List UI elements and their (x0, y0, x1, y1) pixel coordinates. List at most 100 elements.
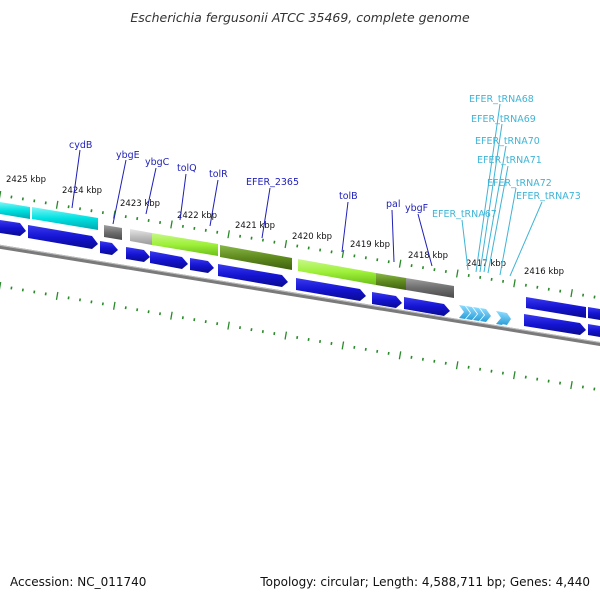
leader-tRNA69 (479, 123, 503, 273)
gene-label-tolB: tolB (339, 191, 358, 202)
outer-major-tick (455, 269, 459, 278)
leader-ybgF (417, 213, 433, 267)
feature-lime-tolB (298, 259, 376, 285)
trna-label-71: EFER_tRNA71 (477, 155, 542, 166)
trna-label-67: EFER_tRNA67 (432, 209, 497, 220)
gene-label-tolR: tolR (209, 169, 228, 180)
map-title: Escherichia fergusonii ATCC 35469, compl… (130, 10, 470, 25)
gene-label-tolQ: tolQ (177, 163, 197, 174)
outer-major-tick (398, 259, 402, 268)
trna-label-72: EFER_tRNA72 (487, 178, 552, 189)
scale-label: 2419 kbp (350, 240, 390, 250)
trna-label-70: EFER_tRNA70 (475, 136, 540, 147)
feature-lime-tolQ (152, 233, 218, 256)
outer-major-tick (170, 220, 173, 229)
leader-tRNA70 (483, 145, 507, 273)
genome-backbone-highlight (0, 244, 600, 343)
cds-arrow (150, 251, 188, 269)
genome-backbone (0, 244, 600, 346)
cds-arrow (296, 278, 366, 301)
trna-arrow (459, 305, 470, 319)
trna-arrow (502, 312, 511, 325)
feature-lightgray-ybgC (130, 229, 152, 245)
trna-track (459, 305, 511, 325)
leader-tRNA73 (509, 201, 543, 277)
scale-label: 2423 kbp (120, 199, 160, 209)
feature-gray-ybgF (406, 278, 454, 298)
leader-cydB (71, 149, 81, 209)
cds-arrow (588, 324, 600, 337)
feature-track (0, 202, 454, 298)
gene-labels: cydB ybgE ybgC tolQ tolR EFER_2365 tolB … (69, 140, 428, 214)
scale-label: 2420 kbp (292, 232, 332, 242)
inner-major-tick (398, 351, 402, 360)
outer-major-tick (0, 190, 2, 199)
inner-major-tick (513, 371, 516, 380)
leader-tolQ (179, 173, 187, 221)
leader-tRNA71 (487, 165, 509, 274)
leader-ybgE (112, 159, 127, 225)
inner-major-tick (341, 341, 345, 350)
leader-tolR (209, 179, 219, 227)
trna-label-69: EFER_tRNA69 (471, 114, 536, 125)
scale-label: 2417 kbp (466, 259, 506, 269)
cds-arrow (404, 297, 450, 316)
cds-arrow (190, 258, 214, 273)
gene-label-ybgC: ybgC (145, 157, 170, 168)
feature-gray-ybgE (104, 225, 122, 240)
inner-major-tick (112, 301, 116, 310)
scale-label: 2422 kbp (177, 211, 217, 221)
cds-arrow (372, 292, 402, 308)
feature-olive-pal (376, 273, 406, 290)
trna-arrow (466, 306, 477, 320)
outer-major-tick (513, 279, 516, 288)
trna-leader-lines (461, 103, 543, 277)
outer-major-tick (284, 240, 288, 249)
cds-arrow (126, 247, 150, 262)
cds-arrow (526, 297, 586, 318)
inner-major-tick (170, 311, 173, 320)
inner-major-tick (455, 361, 459, 370)
scale-label: 2416 kbp (524, 267, 564, 277)
feature-cyan-1 (0, 202, 30, 219)
inner-tick-track (0, 281, 596, 391)
leader-tolB (341, 201, 349, 253)
outer-major-tick (570, 289, 573, 298)
leader-pal (391, 209, 395, 263)
cds-arrow (0, 220, 26, 236)
gene-label-EFER_2365: EFER_2365 (246, 177, 299, 188)
outer-major-tick (55, 200, 59, 209)
trna-arrow (480, 308, 491, 322)
leader-EFER_2365 (261, 187, 271, 239)
outer-tick-track (0, 190, 596, 299)
trna-label-73: EFER_tRNA73 (516, 191, 581, 202)
feature-cyan-2 (32, 207, 98, 230)
gene-label-cydB: cydB (69, 140, 92, 151)
leader-tRNA67 (461, 219, 469, 271)
scale-label: 2421 kbp (235, 221, 275, 231)
inner-major-tick (570, 381, 573, 390)
scale-label: 2425 kbp (6, 175, 46, 185)
feature-olive-tolR (220, 245, 292, 270)
leader-tRNA72 (499, 187, 517, 276)
inner-major-tick (55, 291, 59, 300)
trna-labels: EFER_tRNA68 EFER_tRNA69 EFER_tRNA70 EFER… (432, 94, 581, 220)
gene-leader-lines (71, 149, 433, 267)
leader-tRNA68 (475, 103, 501, 273)
genome-summary-text: Topology: circular; Length: 4,588,711 bp… (259, 575, 590, 589)
cds-arrow (28, 225, 98, 249)
cds-arrow (524, 314, 586, 335)
cds-arrow (100, 241, 118, 255)
inner-major-tick (227, 321, 230, 330)
gene-label-pal: pal (386, 199, 401, 210)
leader-ybgC (145, 167, 157, 215)
inner-major-tick (284, 331, 288, 340)
outer-major-tick (227, 230, 230, 239)
scale-labels: 2425 kbp 2424 kbp 2423 kbp 2422 kbp 2421… (6, 175, 564, 277)
trna-label-68: EFER_tRNA68 (469, 94, 534, 105)
trna-arrow (473, 307, 484, 321)
gene-label-ybgF: ybgF (405, 203, 428, 214)
cds-arrow (588, 307, 600, 320)
accession-text: Accession: NC_011740 (10, 575, 146, 589)
